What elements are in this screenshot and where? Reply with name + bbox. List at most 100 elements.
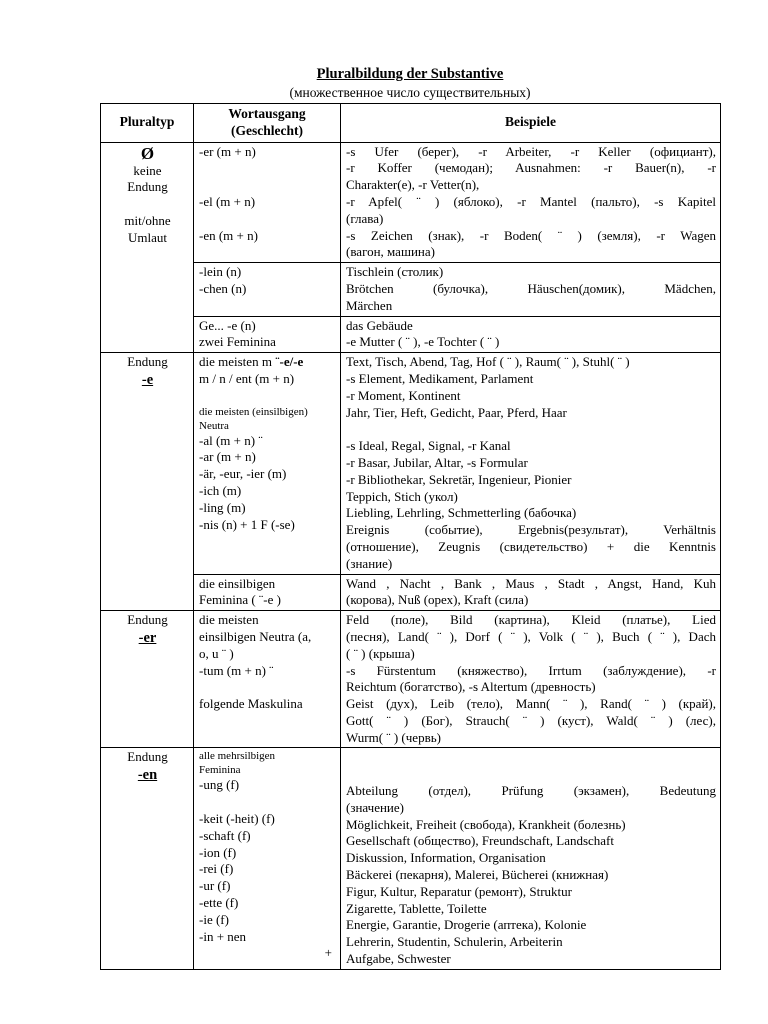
text-line: Märchen bbox=[346, 297, 393, 313]
text-line: Neutra bbox=[199, 419, 229, 432]
text-line bbox=[346, 749, 716, 766]
column-header: Pluraltyp bbox=[100, 103, 194, 143]
text-line: (отношение), Zeugnis (свидетельство) + d… bbox=[346, 538, 716, 554]
text-line: Abteilung (отдел), Prüfung (экзамен), Be… bbox=[346, 783, 716, 799]
table-row: Endung -e die meisten m ¨-e/-e m / n / ent … bbox=[100, 352, 721, 612]
text-line: -nis (n) + 1 F (-se) bbox=[199, 516, 295, 532]
wortausgang-cell: Ge... -e (n) zwei Feminina bbox=[193, 315, 341, 354]
page-subtitle: (множественное число существительных) bbox=[289, 85, 531, 100]
wortausgang-cell: alle mehrsilbigen Feminina -ung (f) -keit … bbox=[193, 747, 341, 970]
text-line: -r Moment, Kontinent bbox=[346, 387, 461, 403]
text-line: Text, Tisch, Abend, Tag, Hof ( ¨ ), Raum… bbox=[346, 354, 630, 370]
text-line: -ette (f) bbox=[199, 895, 239, 911]
text-line: Gesellschaft (общество), Freundschaft, L… bbox=[346, 833, 614, 849]
text-line: -är, -eur, -ier (m) bbox=[199, 466, 287, 482]
text-line: Ge... -e (n) bbox=[199, 317, 256, 333]
pluraltyp-cell: Endung -er bbox=[100, 610, 194, 749]
text-line: Feld (поле), Bild (картина), Kleid (плат… bbox=[346, 612, 716, 628]
text-line: Möglichkeit, Freiheit (свобода), Krankhe… bbox=[346, 816, 626, 832]
page-title: Pluralbildung der Substantive bbox=[316, 66, 504, 82]
table-row: Ge... -e (n) zwei Feminina das Gebäude -e M… bbox=[101, 315, 721, 354]
pluraltyp-cell: Endung -en bbox=[100, 747, 194, 970]
text-line: Brötchen (булочка), Häuschen(домик), Mäd… bbox=[346, 280, 716, 296]
wortausgang-cell: -lein (n) -chen (n) bbox=[193, 262, 341, 317]
text-line: o, u ¨ ) bbox=[199, 645, 234, 661]
text-line: Charakter(e), -r Vetter(n), bbox=[346, 177, 480, 193]
text-line: Beispiele bbox=[505, 114, 556, 130]
text-line: (вагон, машина) bbox=[346, 244, 435, 260]
text-line: (значение) bbox=[346, 799, 404, 815]
text-line bbox=[199, 160, 336, 177]
text-line: (корова), Nuß (орех), Kraft (сила) bbox=[346, 592, 529, 608]
text-line: Ø bbox=[140, 143, 155, 163]
text-line: -s Ufer (берег), -r Arbeiter, -r Keller … bbox=[346, 143, 716, 159]
text-line: -r Bibliothekar, Sekretär, Ingenieur, Pi… bbox=[346, 471, 572, 487]
text-line bbox=[106, 196, 189, 213]
text-line: -schaft (f) bbox=[199, 827, 251, 843]
wortausgang-cell: die meisten einsilbigen Neutra (a, o, u ¨ … bbox=[193, 610, 341, 749]
wortausgang-cell: die einsilbigen Feminina ( ¨-e ) bbox=[193, 573, 341, 612]
text-line: Endung bbox=[127, 749, 168, 765]
text-line: -tum (m + n) ¨ bbox=[199, 662, 274, 678]
text-line: Lehrerin, Studentin, Schulerin, Arbeiter… bbox=[346, 934, 563, 950]
text-line: die einsilbigen bbox=[199, 575, 276, 591]
text-line: -r Apfel( ¨ ) (яблоко), -r Mantel (пальт… bbox=[346, 193, 716, 209]
text-line: Liebling, Lehrling, Schmetterling (бабоч… bbox=[346, 505, 577, 521]
text-line: Ereignis (событие), Ergebnis(результат),… bbox=[346, 522, 716, 538]
text-line: Tischlein (столик) bbox=[346, 264, 444, 280]
text-line: -en bbox=[137, 767, 158, 784]
text-line: -s Element, Medikament, Parlament bbox=[346, 370, 534, 386]
text-line: Jahr, Tier, Heft, Gedicht, Paar, Pferd, … bbox=[346, 404, 567, 420]
text-line: -s Fürstentum (княжество), Irrtum (заблу… bbox=[346, 662, 716, 678]
text-line: -ling (m) bbox=[199, 499, 246, 515]
text-line: -r Koffer (чемодан); Ausnahmen: -r Bauer… bbox=[346, 160, 716, 176]
column-header: Wortausgang (Geschlecht) bbox=[193, 103, 341, 143]
text-line: Wortausgang bbox=[228, 106, 306, 121]
text-line: Pluraltyp bbox=[119, 114, 175, 130]
text-line: -ich (m) bbox=[199, 482, 242, 498]
table-row: Endung -er die meisten einsilbigen Neutra (… bbox=[100, 610, 721, 749]
text-line: -ur (f) bbox=[199, 878, 231, 894]
text-line: -s Ideal, Regal, Signal, -r Kanal bbox=[346, 438, 511, 454]
header-row: Pluraltyp Wortausgang (Geschlecht) Beispiel… bbox=[100, 103, 721, 143]
pluraltyp-cell: Endung -e bbox=[100, 352, 194, 612]
beispiele-cell: -s Ufer (берег), -r Arbeiter, -r Keller … bbox=[340, 141, 721, 264]
text-line: -al (m + n) ¨ bbox=[199, 432, 263, 448]
text-line: -keit (-heit) (f) bbox=[199, 811, 275, 827]
text-line: -ar (m + n) bbox=[199, 449, 256, 465]
text-line: Gott( ¨ ) (Бог), Strauch( ¨ ) (куст), Wa… bbox=[346, 712, 716, 728]
plural-table: Pluraltyp Wortausgang (Geschlecht) Beispiel… bbox=[100, 103, 721, 970]
beispiele-cell: Feld (поле), Bild (картина), Kleid (плат… bbox=[340, 610, 721, 749]
text-line: keine bbox=[133, 162, 162, 178]
beispiele-cell: Text, Tisch, Abend, Tag, Hof ( ¨ ), Raum… bbox=[340, 352, 721, 575]
text-line: die meisten (einsilbigen) bbox=[199, 405, 308, 418]
text-line: die meisten m ¨-e/-e bbox=[199, 354, 304, 370]
text-line: -ion (f) bbox=[199, 844, 237, 860]
text-line: Teppich, Stich (укол) bbox=[346, 488, 458, 504]
text-line: das Gebäude bbox=[346, 317, 413, 333]
text-line: alle mehrsilbigen bbox=[199, 750, 276, 763]
text-line: -chen (n) bbox=[199, 280, 247, 296]
text-line: mit/ohne bbox=[124, 212, 171, 228]
column-header: Beispiele bbox=[340, 103, 721, 143]
text-line bbox=[346, 766, 716, 783]
text-line: Reichtum (богатство), -s Altertum (древн… bbox=[346, 679, 596, 695]
text-line: (Geschlecht) bbox=[231, 122, 303, 138]
text-line bbox=[346, 421, 716, 438]
table-row: Endung -en alle mehrsilbigen Feminina -ung (… bbox=[100, 747, 721, 970]
table-row: die einsilbigen Feminina ( ¨-e ) Wand , Na… bbox=[101, 573, 721, 612]
text-line: Feminina bbox=[199, 764, 241, 777]
beispiele-cell: Wand , Nacht , Bank , Maus , Stadt , Ang… bbox=[340, 573, 721, 612]
text-line bbox=[199, 794, 336, 811]
text-line: Umlaut bbox=[128, 229, 167, 245]
text-line: Energie, Garantie, Drogerie (аптека), Ko… bbox=[346, 917, 587, 933]
text-line: m / n / ent (m + n) bbox=[199, 370, 295, 386]
text-line bbox=[199, 177, 336, 194]
beispiele-cell: Abteilung (отдел), Prüfung (экзамен), Be… bbox=[340, 747, 721, 970]
text-line: einsilbigen Neutra (a, bbox=[199, 628, 312, 644]
text-line: Endung bbox=[127, 179, 168, 195]
table-header: Pluraltyp Wortausgang (Geschlecht) Beispiel… bbox=[100, 103, 721, 143]
text-line: -ung (f) bbox=[199, 777, 240, 793]
